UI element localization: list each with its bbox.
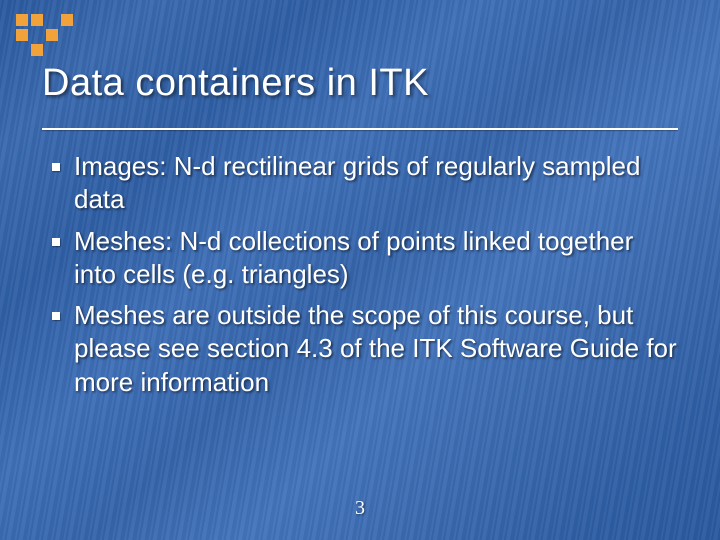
deco-square xyxy=(61,29,73,41)
slide-body: Images: N-d rectilinear grids of regular… xyxy=(52,150,678,407)
page-number: 3 xyxy=(355,497,365,520)
bullet-text: Meshes: N-d collections of points linked… xyxy=(74,225,678,292)
slide-title: Data containers in ITK xyxy=(42,62,678,105)
bullet-text: Images: N-d rectilinear grids of regular… xyxy=(74,150,678,217)
bullet-marker-icon xyxy=(52,238,60,246)
bullet-text: Meshes are outside the scope of this cou… xyxy=(74,299,678,399)
deco-square xyxy=(46,29,58,41)
deco-square xyxy=(31,44,43,56)
bullet-marker-icon xyxy=(52,163,60,171)
title-divider xyxy=(42,128,678,130)
deco-square xyxy=(31,29,43,41)
slide: Data containers in ITK Images: N-d recti… xyxy=(0,0,720,540)
deco-square xyxy=(16,29,28,41)
bullet-item: Images: N-d rectilinear grids of regular… xyxy=(52,150,678,217)
deco-square xyxy=(31,14,43,26)
corner-squares-decoration xyxy=(16,14,73,56)
deco-square xyxy=(61,44,73,56)
deco-square xyxy=(16,14,28,26)
deco-square xyxy=(61,14,73,26)
bullet-item: Meshes: N-d collections of points linked… xyxy=(52,225,678,292)
deco-square xyxy=(16,44,28,56)
bullet-item: Meshes are outside the scope of this cou… xyxy=(52,299,678,399)
bullet-marker-icon xyxy=(52,312,60,320)
deco-square xyxy=(46,14,58,26)
deco-square xyxy=(46,44,58,56)
